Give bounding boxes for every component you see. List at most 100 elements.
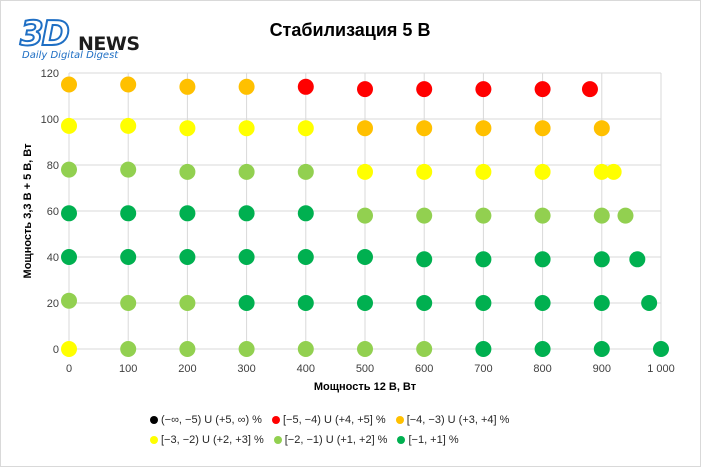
data-point [297,249,314,265]
data-point [179,78,196,95]
data-point [416,295,433,311]
legend-row: [−3, −2) U (+2, +3] % [−2, −1) U (+1, +2]… [150,434,570,446]
data-point [61,117,77,134]
y-tick-label: 100 [41,114,59,126]
data-point [605,163,622,180]
logo-news-text: NEWS [78,33,140,55]
data-point [238,295,255,311]
data-point [593,251,610,268]
data-point [416,251,433,268]
data-point [475,81,492,98]
data-point [593,341,610,357]
x-tick-label: 400 [297,363,315,375]
legend-item: [−1, +1] % [397,434,459,446]
data-point [238,163,255,180]
data-point [61,76,77,93]
data-point [357,341,373,357]
data-point [120,249,137,265]
y-tick-label: 20 [47,298,59,310]
data-point [238,205,255,222]
data-point [179,295,196,311]
legend-label: [−4, −3) U (+3, +4] % [406,414,510,426]
x-tick-label: 800 [533,363,551,375]
y-axis-label: Мощность 3,3 В + 5 В, Вт [22,143,34,279]
data-point [416,207,433,224]
legend-marker [273,436,282,444]
data-point [416,120,433,137]
data-point [534,341,551,357]
y-tick-label: 0 [53,344,59,356]
data-point [297,295,314,311]
data-point [617,207,634,224]
legend-marker [395,416,404,424]
legend-marker [397,436,406,444]
data-point [475,251,492,268]
data-point [534,207,551,224]
legend-item: (−∞, −5) U (+5, ∞) % [150,414,262,426]
data-point [61,249,77,265]
legend-label: (−∞, −5) U (+5, ∞) % [161,414,262,426]
data-point [179,163,196,180]
chart-legend: (−∞, −5) U (+5, ∞) % [−5, −4) U (+4, +5] … [150,414,570,454]
data-point [475,120,492,137]
data-point [629,251,646,268]
legend-marker [150,416,158,424]
data-point [61,292,77,309]
data-point [416,81,433,98]
data-point [238,341,255,357]
legend-label: [−3, −2) U (+2, +3] % [161,434,264,446]
data-point [475,207,492,224]
site-logo: 3D NEWS Daily Digital Digest [19,13,144,64]
legend-item: [−2, −1) U (+1, +2] % [273,434,388,446]
data-point [534,81,551,98]
x-axis-label: Мощность 12 В, Вт [314,381,417,393]
y-tick-label: 120 [41,68,59,80]
y-tick-label: 80 [47,160,59,172]
x-tick-label: 0 [66,363,72,375]
x-axis-tick-labels: 0 100 200 300 400 500 600 700 800 900 1 000 [66,363,675,375]
data-point [61,205,77,222]
legend-marker [150,436,158,444]
data-point [179,120,196,137]
data-point [179,205,196,222]
data-point [475,295,492,311]
data-point [357,81,373,98]
logo-tagline: Daily Digital Digest [22,50,119,61]
data-point [297,205,314,222]
data-point [120,205,137,222]
data-point [593,295,610,311]
x-tick-label: 200 [178,363,196,375]
x-tick-label: 600 [415,363,433,375]
data-point [593,120,610,137]
legend-item: [−4, −3) U (+3, +4] % [395,414,510,426]
legend-row: (−∞, −5) U (+5, ∞) % [−5, −4) U (+4, +5] … [150,414,570,426]
data-point [357,207,373,224]
x-tick-label: 100 [119,363,137,375]
data-points [61,76,669,357]
legend-label: [−5, −4) U (+4, +5] % [282,414,386,426]
data-point [593,207,610,224]
legend-item: [−3, −2) U (+2, +3] % [150,434,264,446]
x-tick-label: 300 [237,363,255,375]
data-point [120,161,137,178]
data-point [357,295,373,311]
logo-3d-text: 3D [19,13,71,55]
data-point [120,295,137,311]
data-point [120,117,137,134]
data-point [357,249,373,265]
data-point [534,295,551,311]
data-point [641,295,658,311]
data-point [238,78,255,95]
x-tick-label: 1 000 [647,363,675,375]
y-axis-tick-labels: 0 20 40 60 80 100 120 [41,68,59,356]
data-point [534,163,551,180]
data-point [120,341,137,357]
data-point [534,120,551,137]
legend-label: [−2, −1) U (+1, +2] % [284,434,388,446]
data-point [653,341,669,357]
data-point [61,161,77,178]
legend-marker [271,416,280,424]
chart-title: Стабилизация 5 В [270,20,431,40]
data-point [297,78,314,95]
